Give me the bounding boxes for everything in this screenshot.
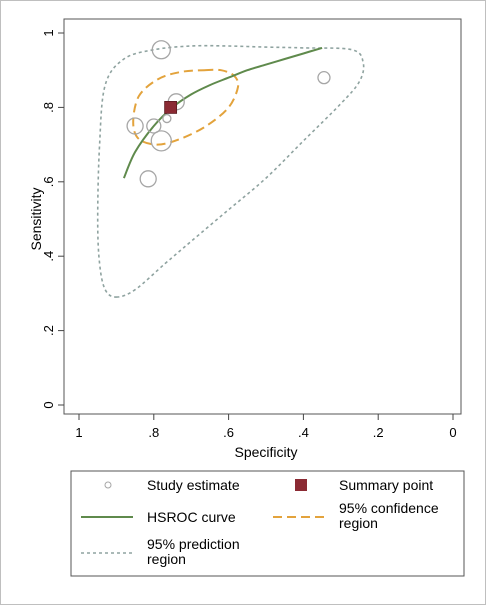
plot-area — [63, 18, 462, 415]
legend-prediction-label: 95% prediction region — [147, 536, 240, 567]
study-estimate-point — [146, 118, 162, 134]
y-tick-label: .8 — [41, 102, 56, 113]
legend-box — [70, 470, 465, 577]
regions — [96, 44, 365, 298]
y-axis-title: Sensitivity — [28, 187, 44, 250]
y-tick-label: 0 — [41, 401, 56, 408]
x-tick-label: .4 — [298, 425, 309, 440]
study-estimate-point — [162, 113, 172, 124]
x-tick-label: .8 — [148, 425, 159, 440]
study-estimate-point — [150, 130, 172, 152]
summary-point — [164, 101, 178, 114]
y-tick-label: 1 — [41, 29, 56, 36]
x-tick-label: 1 — [75, 425, 82, 440]
y-tick-label: .2 — [41, 325, 56, 336]
study-estimate-point — [139, 170, 157, 188]
y-tick-label: .6 — [41, 176, 56, 187]
legend: Study estimate Summary point HSROC curve 95… — [81, 477, 439, 567]
legend-summary-label: Summary point — [339, 477, 433, 493]
x-tick-label: .2 — [373, 425, 384, 440]
confidence-region — [132, 68, 240, 146]
hsroc-curve — [122, 46, 323, 179]
legend-confidence-label: 95% confidence region — [339, 500, 439, 531]
legend-study-marker — [104, 481, 112, 489]
x-axis-title: Specificity — [234, 444, 297, 460]
x-tick-label: .6 — [223, 425, 234, 440]
axes: 0 .2 .4 .6 .8 1 1 .8 .6 .4 .2 0 — [41, 29, 457, 440]
legend-summary-marker — [295, 479, 307, 491]
study-points — [126, 40, 331, 188]
study-estimate-point — [151, 40, 171, 60]
legend-hsroc-label: HSROC curve — [147, 509, 236, 525]
x-tick-label: 0 — [449, 425, 456, 440]
y-tick-label: .4 — [41, 251, 56, 262]
prediction-region — [96, 44, 365, 298]
legend-study-label: Study estimate — [147, 477, 240, 493]
study-estimate-point — [317, 70, 331, 85]
study-estimate-point — [126, 117, 144, 135]
